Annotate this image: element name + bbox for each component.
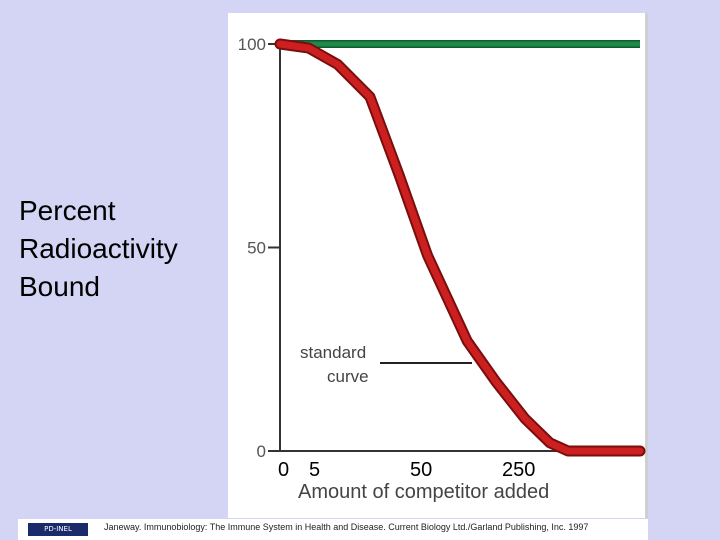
y-tick-label: 0 (257, 442, 266, 461)
annotation-text-line-1: standard (300, 343, 366, 362)
series-layer (274, 38, 646, 457)
annotation-text-line-2: curve (327, 367, 369, 386)
panel-edge (645, 13, 648, 518)
y-tick-label: 100 (238, 35, 266, 54)
y-axis-label-line-1: Percent (19, 195, 116, 226)
publisher-logo: PD-INEL (28, 523, 88, 536)
x-tick-label: 5 (309, 459, 320, 481)
x-tick-label: 0 (278, 459, 289, 481)
annotation-layer: standard curve (300, 343, 472, 386)
x-axis-title: Amount of competitor added (298, 481, 549, 503)
footer-credit: Janeway. Immunobiology: The Immune Syste… (104, 522, 589, 532)
y-ticks: 100 50 0 (238, 35, 280, 461)
standard-curve-line (276, 40, 644, 455)
y-tick-label: 50 (247, 239, 266, 258)
standard-curve-outline (274, 38, 646, 457)
x-tick-label: 50 (410, 459, 432, 481)
y-axis-label-line-2: Radioactivity (19, 233, 178, 264)
axes (279, 42, 640, 452)
y-axis-label: Percent Radioactivity Bound (19, 192, 178, 306)
x-tick-labels: 0 5 50 250 (278, 459, 535, 481)
x-tick-label: 250 (502, 459, 535, 481)
footer: PD-INEL Janeway. Immunobiology: The Immu… (18, 519, 648, 540)
y-axis-label-line-3: Bound (19, 271, 100, 302)
plot-panel: 100 50 0 standard curve 0 5 50 250 Amount … (228, 13, 648, 518)
